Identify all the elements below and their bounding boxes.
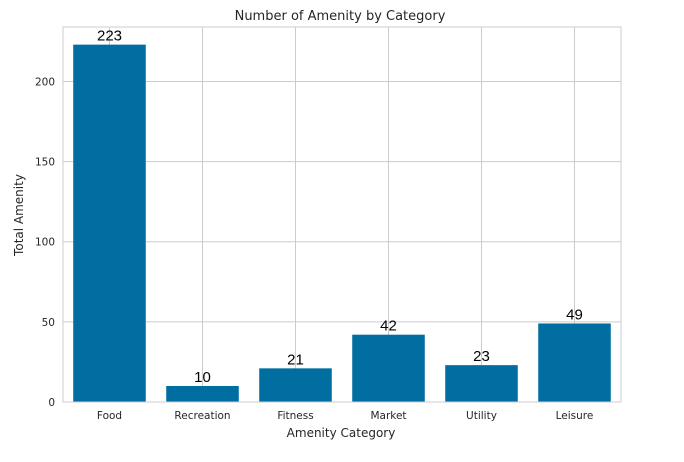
y-tick-label: 200 <box>35 76 55 88</box>
data-label-market: 42 <box>380 318 397 335</box>
bar-leisure <box>538 323 611 402</box>
bars <box>73 44 611 402</box>
x-tick-labels: Food Recreation Fitness Market Utility Leisur… <box>97 410 593 422</box>
data-label-food: 223 <box>97 28 122 45</box>
y-tick-label: 150 <box>35 157 55 169</box>
bar-food <box>73 44 146 402</box>
data-label-utility: 23 <box>473 348 490 365</box>
x-tick-label-food: Food <box>97 410 122 422</box>
x-tick-label-leisure: Leisure <box>556 410 594 422</box>
y-tick-labels: 0 50 100 150 200 <box>35 76 55 409</box>
data-label-fitness: 21 <box>287 351 304 368</box>
x-tick-label-utility: Utility <box>466 410 497 422</box>
plot-frame <box>62 26 622 403</box>
bar-recreation <box>166 385 239 402</box>
y-tick-label: 100 <box>35 237 55 249</box>
y-tick-label: 50 <box>42 317 55 329</box>
data-labels: 223 10 21 42 23 49 <box>97 28 583 386</box>
y-axis-label: Total Amenity <box>12 174 26 257</box>
chart-title: Number of Amenity by Category <box>235 9 446 24</box>
data-label-recreation: 10 <box>194 369 211 386</box>
y-tick-label: 0 <box>48 397 55 409</box>
x-tick-label-fitness: Fitness <box>277 410 313 422</box>
x-tick-label-recreation: Recreation <box>174 410 230 422</box>
bar-utility <box>445 365 518 402</box>
bar-market <box>352 334 425 402</box>
x-tick-label-market: Market <box>370 410 406 422</box>
x-axis-label: Amenity Category <box>287 426 396 440</box>
bar-fitness <box>259 368 332 402</box>
data-label-leisure: 49 <box>566 306 583 323</box>
grid-lines <box>63 27 621 403</box>
